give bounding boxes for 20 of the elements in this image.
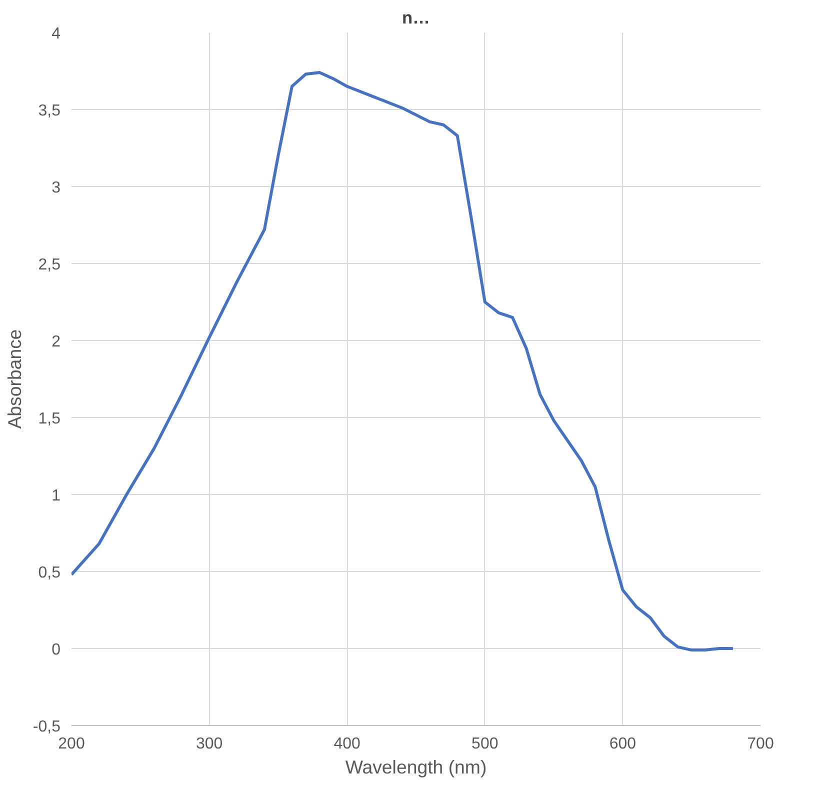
y-tick-label: 1	[52, 488, 61, 504]
x-tick-label: 500	[472, 736, 498, 752]
y-tick-label: 1,5	[38, 410, 61, 428]
x-tick-label: 200	[58, 736, 85, 752]
y-tick-label: 2,5	[38, 256, 61, 274]
y-tick-label: 3	[52, 180, 61, 196]
x-tick-label: 300	[196, 736, 223, 752]
y-axis-title: Absorbance	[4, 329, 25, 429]
x-tick-label: 700	[747, 736, 774, 752]
x-axis-title: Wavelength (nm)	[345, 756, 487, 778]
y-tick-label: 3,5	[38, 102, 61, 120]
y-tick-label: 4	[52, 26, 61, 42]
chart-title: n…	[402, 8, 430, 28]
y-tick-label: 2	[52, 334, 61, 350]
y-tick-label: 0,5	[38, 564, 61, 582]
y-tick-label: 0	[52, 642, 61, 658]
y-tick-label: -0,5	[32, 718, 61, 736]
line-series	[72, 71, 734, 652]
x-tick-label: 600	[609, 736, 636, 752]
x-tick-label: 400	[334, 736, 361, 752]
